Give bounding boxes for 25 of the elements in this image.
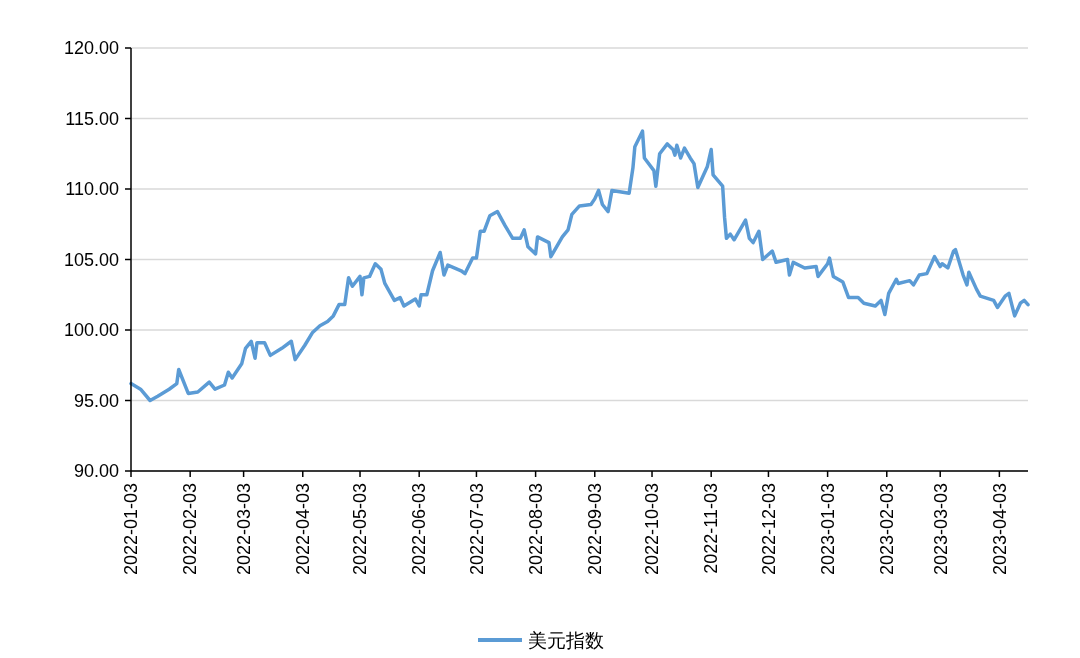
y-tick-label: 90.00 [73,461,119,482]
x-tick-label: 2022-04-03 [293,483,314,576]
y-tick-label: 115.00 [65,108,119,129]
y-tick-label: 100.00 [63,320,119,341]
x-tick-label: 2022-03-03 [233,483,254,576]
x-tick-label: 2022-01-03 [121,483,142,576]
x-tick-label: 2023-04-03 [989,483,1010,576]
x-tick-label: 2022-09-03 [585,483,606,576]
x-tick-label: 2022-05-03 [350,483,371,576]
x-tick-label: 2022-12-03 [758,483,779,576]
x-tick-label: 2023-02-03 [877,483,898,576]
y-tick-label: 110.00 [65,179,119,200]
x-tick-label: 2023-03-03 [930,483,951,576]
y-tick-label: 105.00 [63,249,119,270]
x-tick-label: 2022-07-03 [466,483,487,576]
legend-label: 美元指数 [528,629,604,651]
x-tick-label: 2022-06-03 [409,483,430,576]
y-tick-label: 120.00 [63,38,119,59]
x-tick-label: 2022-08-03 [525,483,546,576]
x-tick-label: 2022-11-03 [701,483,722,574]
x-tick-label: 2023-01-03 [817,483,838,576]
line-series [129,129,1030,403]
x-tick-label: 2022-10-03 [642,483,663,576]
x-tick-label: 2022-02-03 [180,483,201,576]
y-tick-label: 95.00 [73,390,119,411]
